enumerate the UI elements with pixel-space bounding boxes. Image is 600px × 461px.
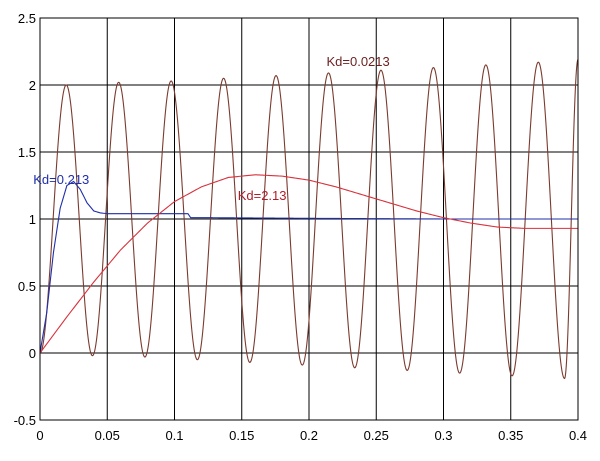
y-tick-label: -0.5 bbox=[14, 413, 36, 428]
annotation-label: Kd=2.13 bbox=[238, 188, 287, 203]
x-tick-label: 0.25 bbox=[364, 428, 389, 443]
series-line-2 bbox=[39, 180, 578, 354]
y-tick-label: 2.5 bbox=[18, 11, 36, 26]
x-tick-label: 0.1 bbox=[165, 428, 183, 443]
annotation-label: Kd=0.0213 bbox=[326, 54, 389, 69]
x-tick-label: 0.4 bbox=[569, 428, 587, 443]
x-tick-label: 0.15 bbox=[229, 428, 254, 443]
x-tick-label: 0.2 bbox=[300, 428, 318, 443]
y-tick-label: 1.5 bbox=[18, 145, 36, 160]
annotations: Kd=0.0213 Kd=0.213 Kd=2.13 bbox=[33, 54, 389, 203]
x-tick-label: 0.05 bbox=[95, 428, 120, 443]
y-tick-label: 0 bbox=[29, 346, 36, 361]
series-line-1 bbox=[39, 59, 579, 380]
y-tick-label: 2 bbox=[29, 78, 36, 93]
x-axis-ticks: 0 0.05 0.1 0.15 0.2 0.25 0.3 0.35 0.4 bbox=[36, 428, 587, 443]
x-tick-label: 0.3 bbox=[434, 428, 452, 443]
series-line-3 bbox=[39, 174, 578, 354]
x-tick-label: 0 bbox=[36, 428, 43, 443]
x-tick-label: 0.35 bbox=[498, 428, 523, 443]
y-tick-label: 0.5 bbox=[18, 279, 36, 294]
y-axis-ticks: -0.5 0 0.5 1 1.5 2 2.5 bbox=[14, 11, 36, 428]
plot-frame bbox=[39, 17, 579, 421]
y-tick-label: 1 bbox=[29, 212, 36, 227]
series-group bbox=[39, 59, 579, 380]
annotation-label: Kd=0.213 bbox=[33, 172, 89, 187]
